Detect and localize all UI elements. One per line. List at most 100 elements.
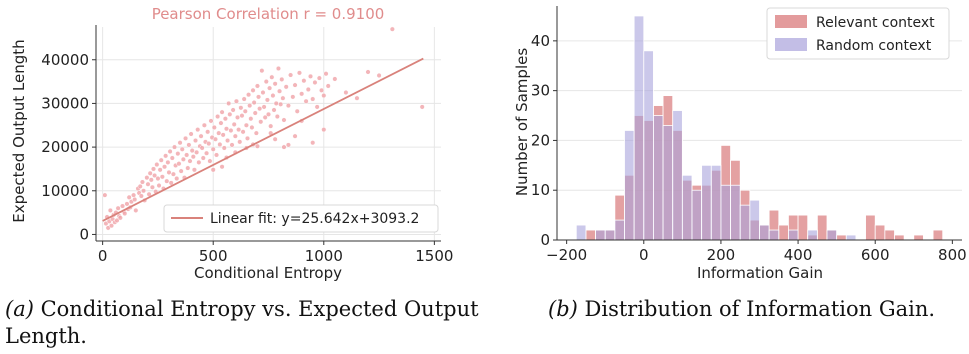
panel-a-axes xyxy=(95,25,441,242)
scatter-point xyxy=(195,127,201,133)
scatter-point xyxy=(283,84,289,90)
histogram-bar-relevant xyxy=(585,229,596,241)
scatter-point xyxy=(249,124,255,130)
scatter-point xyxy=(156,182,162,189)
legend-b-swatch-random xyxy=(775,38,807,51)
scatter-point xyxy=(126,194,132,200)
panel-a-y-ticks: 0 10000 20000 30000 40000 xyxy=(41,51,96,243)
histogram-bar-random xyxy=(662,125,674,241)
scatter-point xyxy=(216,130,222,136)
scatter-point xyxy=(229,142,235,148)
histogram-bar-random xyxy=(614,219,625,241)
x-tick-label: 1000 xyxy=(305,247,343,265)
scatter-point xyxy=(223,126,230,132)
legend-b-frame xyxy=(766,7,950,60)
scatter-point xyxy=(253,130,259,136)
scatter-point xyxy=(332,76,338,82)
scatter-point xyxy=(234,114,241,120)
scatter-point xyxy=(204,150,210,156)
scatter-point xyxy=(301,78,307,84)
caption-b-label: (b) xyxy=(548,297,578,321)
histogram-bar-random xyxy=(672,110,683,241)
scatter-point xyxy=(211,124,217,130)
histogram-bar-random xyxy=(633,15,645,241)
scatter-point xyxy=(218,120,224,126)
scatter-point xyxy=(292,82,298,88)
scatter-point xyxy=(225,138,231,144)
scatter-point xyxy=(189,148,195,154)
scatter-point xyxy=(221,145,227,151)
scatter-point xyxy=(154,162,160,168)
scatter-point xyxy=(140,188,147,194)
scatter-point xyxy=(303,98,309,104)
scatter-point xyxy=(163,153,169,159)
panel-b-axes xyxy=(556,6,962,241)
histogram-bar-relevant xyxy=(874,224,886,241)
scatter-point xyxy=(138,193,144,199)
scatter-point xyxy=(258,119,264,125)
scatter-point xyxy=(180,156,186,162)
scatter-point xyxy=(278,101,284,107)
y-tick-label: 10000 xyxy=(41,182,89,200)
histogram-bar-relevant xyxy=(884,229,895,241)
scatter-point xyxy=(107,207,113,213)
histogram-bar-random xyxy=(807,229,818,241)
histogram-bar-random xyxy=(595,229,606,241)
scatter-point xyxy=(231,121,237,127)
x-tick-label: 0 xyxy=(98,247,108,265)
scatter-point xyxy=(183,135,189,141)
scatter-point xyxy=(246,92,252,98)
scatter-point xyxy=(325,83,331,89)
scatter-point xyxy=(280,95,286,101)
scatter-point xyxy=(272,81,278,87)
scatter-point xyxy=(176,161,182,167)
y-tick-label: 30 xyxy=(531,82,550,100)
caption-a-label: (a) xyxy=(5,297,34,321)
chart-a-xlabel: Conditional Entropy xyxy=(194,264,342,282)
histogram-bar-random xyxy=(720,184,731,241)
scatter-point xyxy=(230,107,236,113)
scatter-point xyxy=(217,141,223,148)
scatter-point xyxy=(207,158,213,164)
y-tick-label: 40 xyxy=(531,32,550,50)
histogram-bar-relevant xyxy=(797,214,809,241)
scatter-point xyxy=(259,68,265,74)
scatter-point xyxy=(201,122,207,128)
histogram-bar-relevant xyxy=(894,234,905,241)
scatter-point xyxy=(251,100,257,106)
scatter-point xyxy=(131,192,137,198)
scatter-point xyxy=(186,142,192,148)
scatter-point xyxy=(170,171,176,177)
scatter-point xyxy=(254,143,260,149)
legend-a-frame xyxy=(163,204,439,233)
histogram-bar-random xyxy=(575,224,587,241)
scatter-point xyxy=(206,141,212,147)
scatter-point xyxy=(166,169,172,175)
histogram-bar-random xyxy=(739,204,751,241)
scatter-point xyxy=(419,104,425,110)
scatter-point xyxy=(271,107,277,113)
scatter-point xyxy=(212,136,218,142)
scatter-point xyxy=(150,166,157,172)
scatter-point xyxy=(296,70,303,76)
scatter-point xyxy=(190,154,196,160)
scatter-point xyxy=(354,95,360,101)
scatter-point xyxy=(275,65,282,72)
scatter-point xyxy=(376,72,382,79)
panel-b-y-ticks: 0 10 20 30 40 xyxy=(531,32,557,249)
scatter-point xyxy=(365,69,371,75)
caption-a-text: Conditional Entropy vs. Expected Output … xyxy=(5,297,479,348)
scatter-point xyxy=(192,138,199,144)
chart-b-ylabel: Number of Samples xyxy=(513,48,531,196)
scatter-point xyxy=(307,73,314,79)
histogram-bar-random xyxy=(768,229,780,241)
scatter-point xyxy=(241,96,247,102)
histogram-bar-random xyxy=(759,224,770,241)
scatter-point xyxy=(312,79,318,86)
scatter-point xyxy=(152,172,158,179)
scatter-point xyxy=(177,140,183,146)
scatter-point xyxy=(233,98,239,104)
y-tick-label: 30000 xyxy=(41,94,89,112)
scatter-point xyxy=(158,157,164,163)
histogram-bar-random xyxy=(653,115,664,241)
